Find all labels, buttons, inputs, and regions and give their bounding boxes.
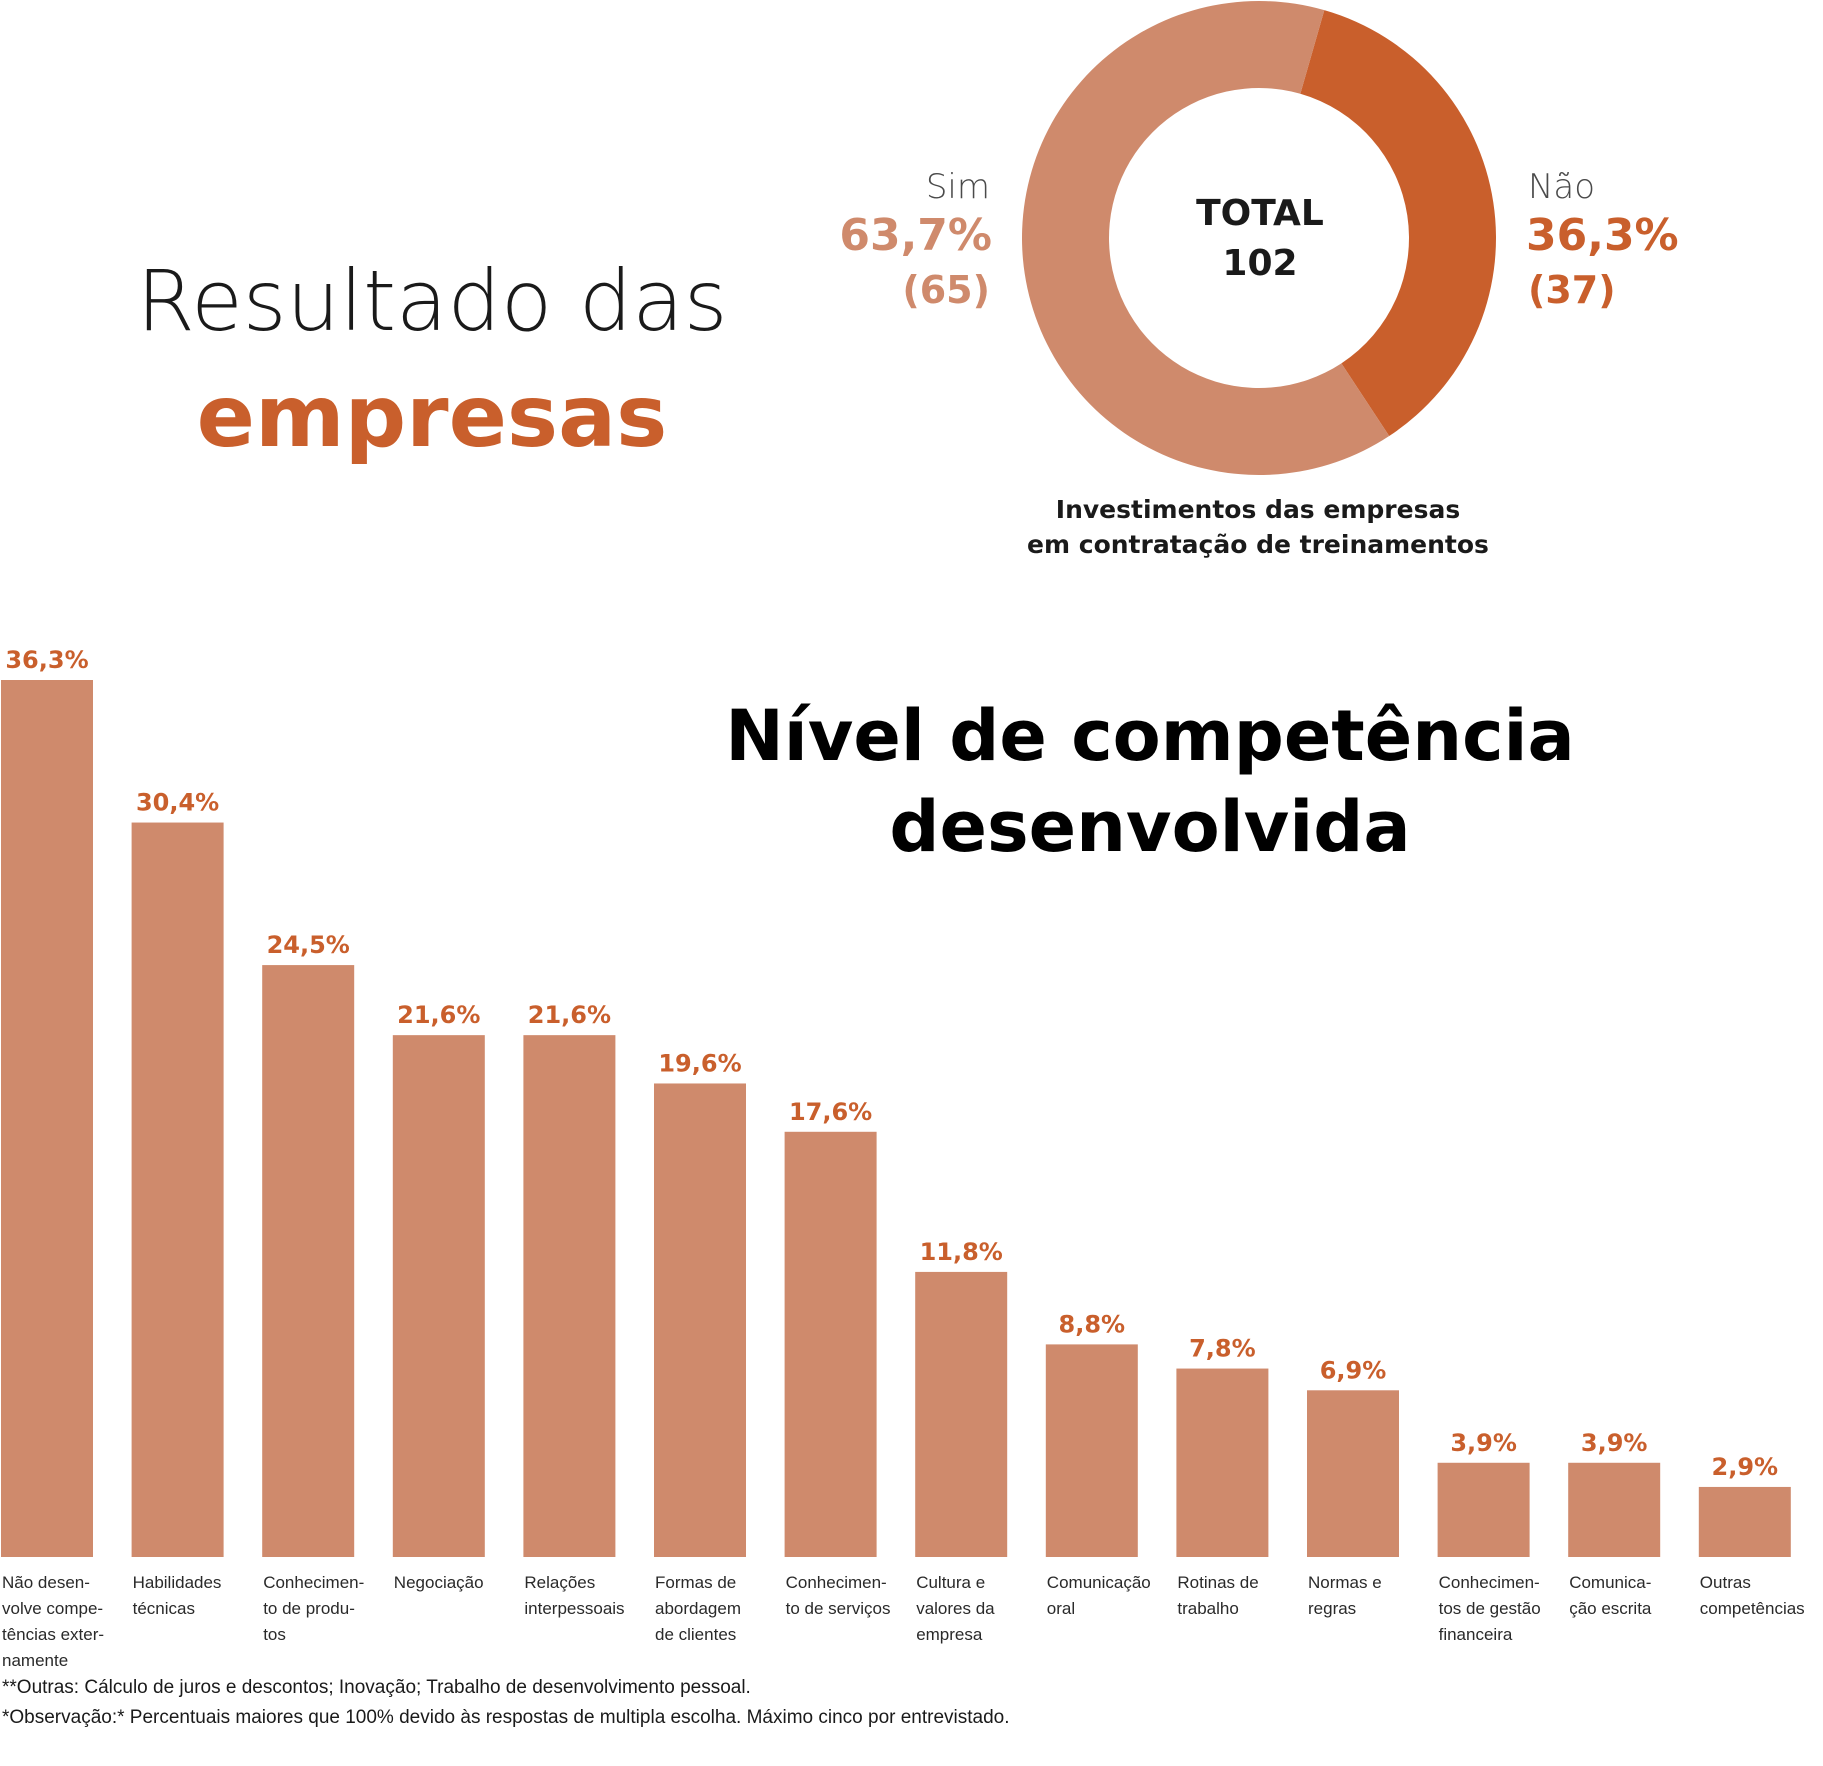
title-line-1: Resultado das [137, 252, 728, 350]
donut-slice-sim [1021, 1, 1390, 476]
bar-category-label: Conhecimen- [786, 1573, 887, 1592]
bar [523, 1035, 616, 1557]
bar-category-label: tos de gestão [1439, 1599, 1541, 1618]
bar-category-label: to de produ- [263, 1599, 355, 1618]
bar [1176, 1368, 1269, 1557]
bar-value-label: 30,4% [136, 789, 219, 817]
bar [1437, 1462, 1530, 1557]
bar-category-label: Cultura e [916, 1573, 985, 1592]
title-line-2: empresas [197, 367, 668, 467]
bar-value-label: 19,6% [658, 1049, 741, 1077]
bar-category-label: Relações [524, 1573, 595, 1592]
bar [1698, 1486, 1791, 1557]
bar-value-label: 24,5% [267, 931, 350, 959]
footnote-observacao: *Observação:* Percentuais maiores que 10… [2, 1707, 1010, 1728]
bar-value-label: 3,9% [1581, 1429, 1648, 1457]
bar-category-label: empresa [916, 1625, 983, 1644]
donut-sim-percent: 63,7% [839, 210, 992, 261]
bar [784, 1131, 877, 1557]
donut-sim-count: (65) [902, 268, 990, 312]
bar-category-label: Conhecimen- [1439, 1573, 1540, 1592]
bar-category-label: Formas de [655, 1573, 736, 1592]
bar-category-label: Normas e [1308, 1573, 1382, 1592]
donut-sim-label: Sim [926, 167, 990, 207]
bar-category-label: financeira [1439, 1625, 1513, 1644]
bar [262, 965, 355, 1557]
bar [1307, 1390, 1399, 1557]
bar [392, 1035, 485, 1557]
bar-category-label: Comunicação [1047, 1573, 1151, 1592]
donut-caption-line-1: Investimentos das empresas [1056, 495, 1460, 524]
donut-nao-label: Não [1528, 167, 1595, 207]
bar-category-label: competências [1700, 1599, 1805, 1618]
bar-category-label: de clientes [655, 1625, 736, 1644]
bar-category-label: técnicas [133, 1599, 195, 1618]
bar [915, 1271, 1008, 1557]
bar-category-label: Comunica- [1569, 1573, 1651, 1592]
bar-value-label: 7,8% [1189, 1335, 1256, 1363]
bar-category-label: Conhecimen- [263, 1573, 364, 1592]
bar-category-label: ção escrita [1569, 1599, 1652, 1618]
donut-nao-percent: 36,3% [1526, 210, 1679, 261]
bar-value-label: 21,6% [528, 1001, 611, 1029]
bar-value-label: 2,9% [1712, 1453, 1779, 1481]
bar-category-label: Outras [1700, 1573, 1751, 1592]
bar-value-label: 36,3% [5, 646, 88, 674]
donut-center-value: 102 [1222, 243, 1297, 284]
bar-value-label: 17,6% [789, 1098, 872, 1126]
bar [1, 680, 93, 1557]
bar-value-label: 6,9% [1320, 1356, 1387, 1384]
bar-category-label: volve compe- [2, 1599, 103, 1618]
bar-value-label: 8,8% [1059, 1310, 1126, 1338]
bar [1568, 1462, 1661, 1557]
bar-category-label: Rotinas de [1177, 1573, 1258, 1592]
bar [654, 1083, 746, 1557]
bar-category-label: to de serviços [786, 1599, 891, 1618]
footnote-outras: **Outras: Cálculo de juros e descontos; … [2, 1677, 751, 1698]
bar-category-label: tos [263, 1625, 286, 1644]
bar-category-label: interpessoais [524, 1599, 624, 1618]
bar-chart: 36,3% Não desen-volve compe-tências exter… [1, 646, 1805, 1670]
bar [1045, 1344, 1138, 1557]
donut-slice-nao [1300, 10, 1496, 437]
bar-category-label: regras [1308, 1599, 1356, 1618]
bar-value-label: 11,8% [920, 1238, 1003, 1266]
bar-category-label: trabalho [1177, 1599, 1238, 1618]
bar-chart-heading-line-2: desenvolvida [889, 786, 1410, 868]
bar-category-label: abordagem [655, 1599, 741, 1618]
bar-category-label: valores da [916, 1599, 995, 1618]
bar-category-label: oral [1047, 1599, 1075, 1618]
bar-category-label: namente [2, 1651, 68, 1670]
donut-caption-line-2: em contratação de treinamentos [1027, 530, 1489, 559]
bar-category-label: tências exter- [2, 1625, 104, 1644]
bar-category-label: Habilidades [133, 1573, 222, 1592]
bar-category-label: Negociação [394, 1573, 484, 1592]
bar-value-label: 21,6% [397, 1001, 480, 1029]
bar-chart-heading-line-1: Nível de competência [725, 695, 1575, 777]
bar-value-label: 3,9% [1450, 1429, 1517, 1457]
donut-chart [1021, 1, 1496, 476]
bar-category-label: Não desen- [2, 1573, 90, 1592]
donut-nao-count: (37) [1528, 268, 1616, 312]
bar [131, 822, 224, 1557]
donut-center-label: TOTAL [1196, 193, 1324, 234]
